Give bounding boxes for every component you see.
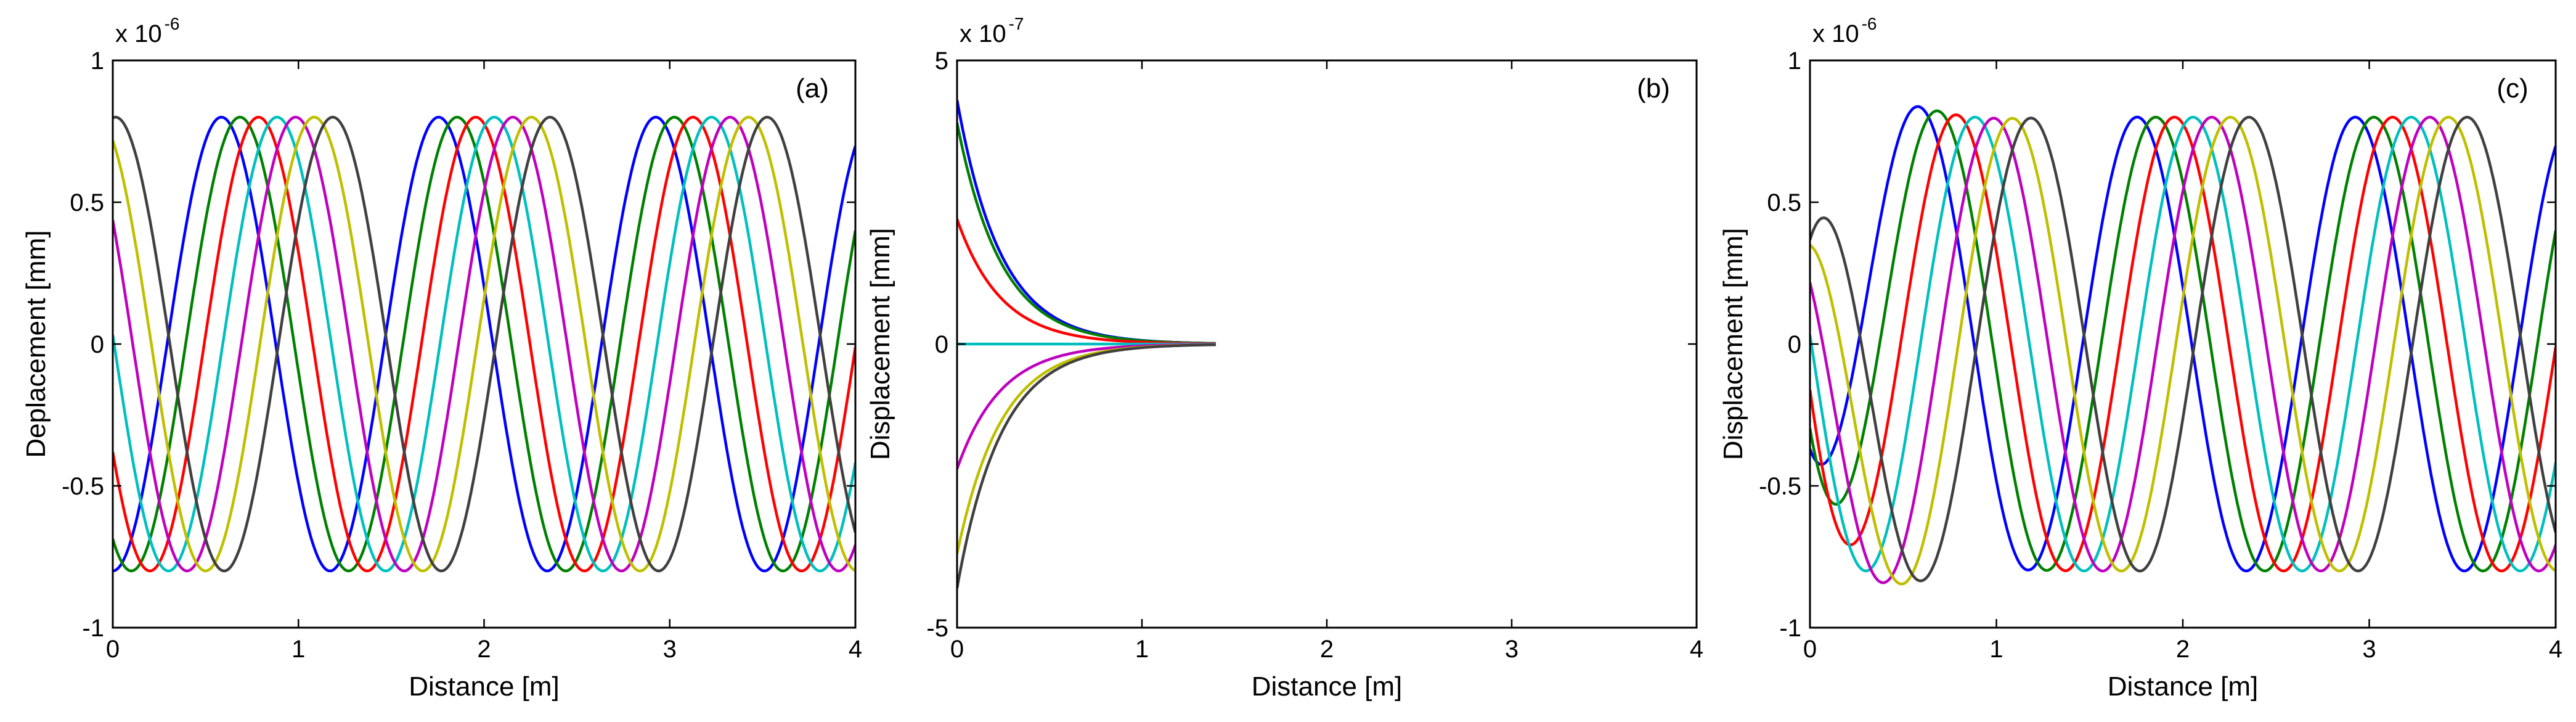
y-axis-label: Deplacement [mm]: [21, 230, 51, 457]
x-axis-label: Distance [m]: [409, 671, 560, 702]
multiplier-base: x 10: [1812, 20, 1859, 47]
y-tick-label: 1: [1788, 47, 1801, 75]
y-tick-label: 5: [935, 47, 948, 75]
series-line-5: [113, 115, 855, 573]
x-tick-label: 1: [291, 636, 305, 663]
x-tick-label: 0: [1803, 636, 1817, 663]
y-tick-label: 0: [91, 331, 104, 358]
y-tick-label: -0.5: [62, 473, 104, 500]
y-tick-label: 0: [1788, 331, 1801, 358]
x-tick-label: 2: [477, 636, 491, 663]
series-group: [957, 99, 1216, 589]
axes-frame: [112, 59, 857, 629]
y-axis-label: Displacement [mm]: [1718, 228, 1748, 461]
axes-frame: [1809, 59, 2557, 629]
series-group: [113, 115, 855, 573]
series-line-7: [957, 343, 1216, 589]
series-line-3: [113, 115, 855, 573]
series-group: [1810, 105, 2556, 586]
x-tick-label: 3: [1505, 636, 1518, 663]
series-line-5: [1810, 115, 2556, 585]
x-tick-label: 2: [2176, 636, 2190, 663]
series-line-3: [1810, 113, 2556, 573]
series-line-4: [113, 115, 855, 573]
y-tick-label: 0.5: [1767, 189, 1801, 216]
x-axis-label: Distance [m]: [2108, 671, 2259, 702]
series-line-6: [1810, 115, 2556, 586]
panel-label: (a): [796, 73, 829, 104]
series-line-6: [113, 115, 855, 573]
x-tick-label: 4: [2549, 636, 2562, 663]
x-tick-label: 0: [950, 636, 964, 663]
y-tick-label: 0.5: [70, 189, 104, 216]
chart-panel-1: 0 1 2 3 4 -1 -0.5 0 0.5 1 Distance [m] Deplacement …: [21, 14, 862, 702]
y-tick-label: -5: [926, 615, 948, 642]
panel-label: (b): [1637, 73, 1670, 104]
x-tick-label: 1: [1989, 636, 2003, 663]
x-tick-label: 2: [1320, 636, 1334, 663]
x-tick-label: 1: [1135, 636, 1149, 663]
multiplier-base: x 10: [115, 20, 162, 47]
panel-label: (c): [2497, 73, 2528, 104]
y-tick-label: -0.5: [1759, 473, 1801, 500]
y-tick-label: 0: [935, 331, 948, 358]
chart-panel-3: 0 1 2 3 4 -1 -0.5 0 0.5 1 Distance [m] Displacement…: [1718, 14, 2562, 702]
multiplier-base: x 10: [960, 20, 1006, 47]
multiplier-exponent: -6: [1862, 14, 1877, 33]
x-axis-label: Distance [m]: [1252, 671, 1403, 702]
y-axis-label: Displacement [mm]: [865, 228, 895, 461]
x-tick-label: 3: [2362, 636, 2376, 663]
x-tick-label: 4: [849, 636, 862, 663]
x-tick-label: 4: [1690, 636, 1703, 663]
y-tick-label: 1: [91, 47, 104, 75]
series-line-7: [113, 115, 855, 573]
y-tick-label: -1: [82, 615, 104, 642]
axis-multiplier: x 10 -6: [115, 14, 180, 47]
multiplier-exponent: -6: [165, 14, 180, 33]
axes-frame: [956, 59, 1698, 629]
x-tick-label: 3: [663, 636, 677, 663]
series-line-2: [1810, 109, 2556, 573]
axis-multiplier: x 10 -7: [960, 14, 1024, 47]
series-line-1: [1810, 105, 2556, 573]
axis-multiplier: x 10 -6: [1812, 14, 1877, 47]
series-line-7: [1810, 115, 2556, 583]
multiplier-exponent: -7: [1009, 14, 1024, 33]
series-line-4: [1810, 115, 2556, 573]
y-tick-label: -1: [1779, 615, 1801, 642]
series-line-1: [113, 115, 855, 573]
x-tick-label: 0: [106, 636, 120, 663]
series-line-2: [113, 115, 855, 573]
